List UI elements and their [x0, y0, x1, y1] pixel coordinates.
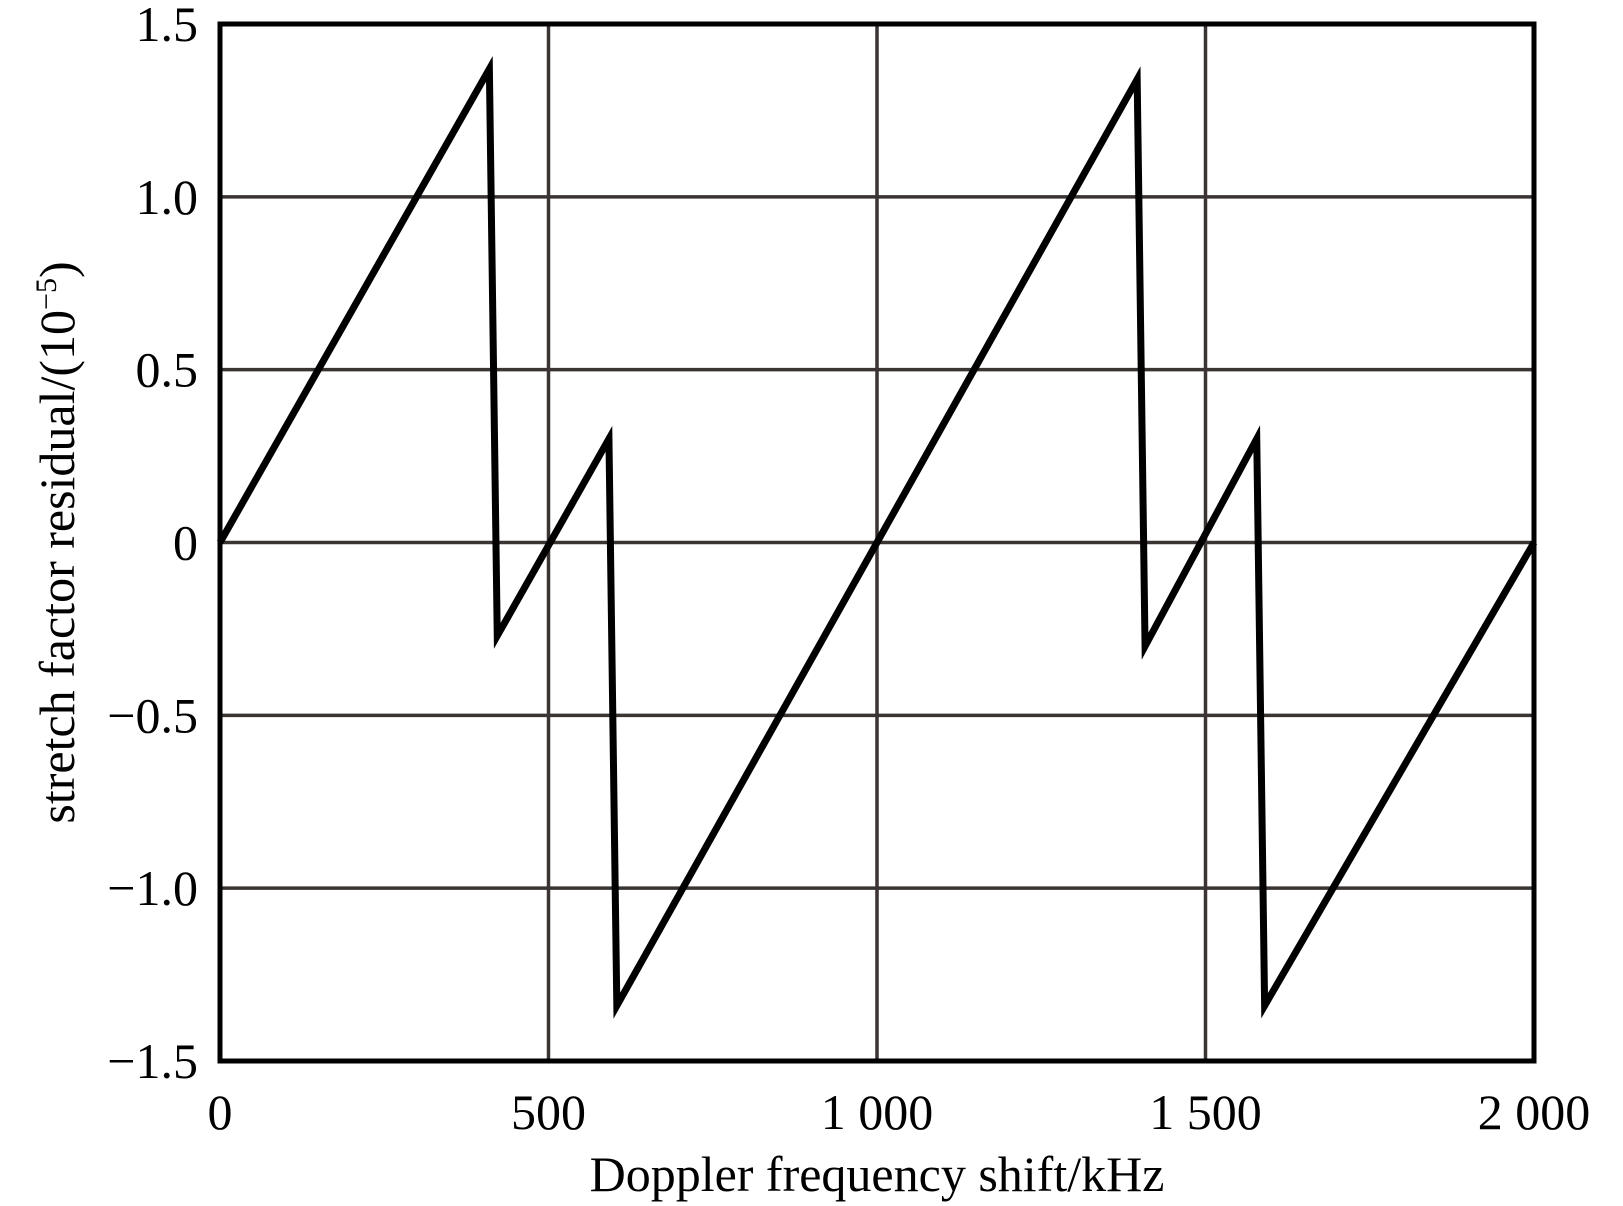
series-group: [216, 56, 1538, 1019]
x-tick-label-4: 2 000: [1478, 1084, 1591, 1140]
y-tick-label-4: −0.5: [107, 687, 198, 743]
x-tick-labels: 0 500 1 000 1 500 2 000: [208, 1084, 1591, 1140]
x-tick-label-1: 500: [511, 1084, 586, 1140]
y-tick-label-5: −1.0: [107, 860, 198, 916]
y-axis-label-main: stretch factor residual/(10: [29, 310, 85, 824]
series-line-0: [216, 56, 1538, 1019]
y-axis-label-close: ): [29, 261, 85, 278]
y-tick-label-0: 1.5: [136, 0, 199, 52]
y-tick-label-6: −1.5: [107, 1033, 198, 1089]
x-tick-label-2: 1 000: [821, 1084, 934, 1140]
y-tick-label-1: 1.0: [136, 169, 199, 225]
y-tick-labels: 1.5 1.0 0.5 0 −0.5 −1.0 −1.5: [107, 0, 198, 1089]
y-tick-label-3: 0: [173, 515, 198, 571]
x-axis-label: Doppler frequency shift/kHz: [590, 1146, 1165, 1202]
plot-frame: [217, 21, 1537, 1064]
x-tick-label-3: 1 500: [1149, 1084, 1262, 1140]
y-axis-label-exponent: −5: [30, 278, 63, 310]
y-tick-label-2: 0.5: [136, 342, 199, 398]
x-tick-label-0: 0: [208, 1084, 233, 1140]
y-axis-label: stretch factor residual/(10−5): [29, 261, 85, 823]
